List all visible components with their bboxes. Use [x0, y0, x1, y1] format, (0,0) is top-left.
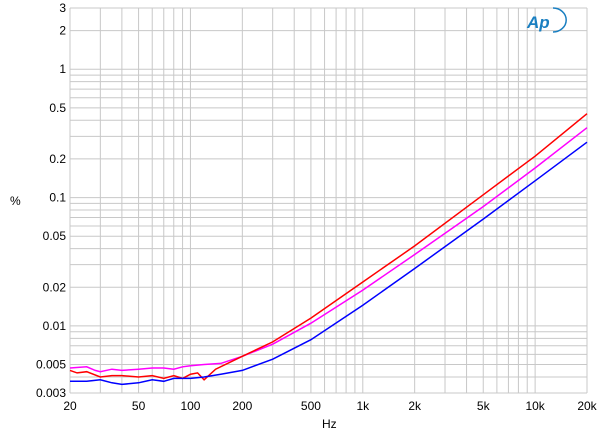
series-group — [69, 113, 588, 386]
y-tick-label: 0.2 — [49, 152, 66, 166]
ap-logo: Ap — [526, 7, 567, 33]
series-line — [69, 113, 588, 381]
y-tick-label: 2 — [59, 24, 66, 38]
y-tick-label: 1 — [59, 62, 66, 76]
y-tick-label: 0.003 — [36, 386, 66, 400]
y-axis-label: % — [10, 194, 21, 208]
x-tick-label: 5k — [477, 399, 491, 413]
x-tick-label: 50 — [132, 399, 146, 413]
y-tick-label: 3 — [59, 1, 66, 15]
series-line — [69, 127, 588, 373]
y-tick-label: 0.005 — [36, 358, 66, 372]
x-tick-label: 1k — [356, 399, 370, 413]
y-tick-label: 0.1 — [49, 191, 66, 205]
y-tick-label: 0.02 — [43, 280, 67, 294]
x-tick-label: 20 — [63, 399, 77, 413]
y-tick-label: 0.5 — [49, 101, 66, 115]
grid — [69, 7, 588, 394]
svg-text:Ap: Ap — [526, 13, 550, 32]
x-tick-label: 20k — [577, 399, 597, 413]
x-tick-label: 100 — [180, 399, 200, 413]
x-tick-label: 2k — [408, 399, 422, 413]
series-line — [70, 141, 588, 386]
x-tick-label: 500 — [301, 399, 321, 413]
x-axis-label: Hz — [322, 417, 337, 431]
tick-labels: 20 50 100 200 500 1k 2k 5k 10k 20k 3 2 1 0.5 0.2 0.1 0.0… — [36, 1, 598, 413]
x-tick-label: 10k — [525, 399, 545, 413]
y-tick-label: 0.01 — [43, 319, 67, 333]
y-tick-label: 0.05 — [43, 229, 67, 243]
x-tick-label: 200 — [232, 399, 252, 413]
